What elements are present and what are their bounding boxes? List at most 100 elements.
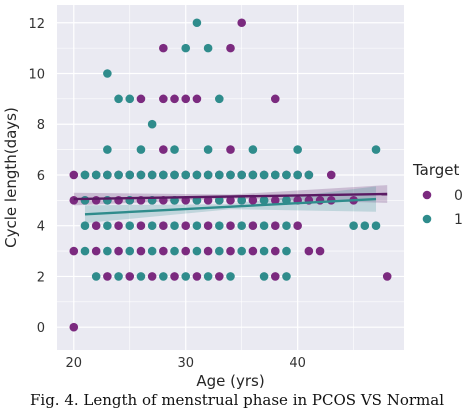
tick-labels: 20 30 40 0 2 4 6 8 10 12 [28,17,305,371]
data-point-series-0 [248,221,258,230]
data-point-series-1 [215,196,224,205]
data-point-series-1 [125,94,135,104]
data-point-series-0 [125,272,135,281]
legend-label-0: 0 [454,188,463,204]
regression-line-series-1 [84,197,377,216]
data-point-series-1 [237,221,246,230]
x-tick-label: 30 [177,356,194,371]
data-point-series-0 [69,246,79,256]
data-point-series-0 [114,221,123,230]
data-point-series-1 [259,196,269,205]
data-point-series-0 [226,221,235,230]
data-point-series-0 [270,272,280,281]
data-point-series-0 [315,246,325,256]
data-point-series-1 [203,145,213,154]
y-axis-label: Cycle length(days) [2,107,20,248]
data-point-series-0 [270,94,280,104]
data-point-series-1 [282,272,291,281]
data-point-series-1 [80,170,90,180]
data-point-series-0 [203,196,213,205]
data-point-series-0 [181,221,191,230]
data-point-series-1 [304,170,314,180]
y-tick-label: 6 [37,169,45,184]
data-point-series-1 [147,221,157,230]
data-point-series-1 [170,170,179,180]
data-point-series-1 [125,170,135,180]
data-point-series-1 [248,145,258,154]
data-point-series-1 [181,272,191,281]
data-point-series-0 [91,196,101,205]
data-point-series-0 [304,246,314,256]
legend-label-1: 1 [454,212,463,228]
data-point-series-0 [136,246,146,256]
data-point-series-0 [293,221,302,230]
data-point-series-0 [270,221,280,230]
data-point-series-1 [147,170,157,180]
data-point-series-0 [103,272,112,281]
data-point-series-0 [203,221,213,230]
data-point-series-0 [181,246,191,256]
data-point-series-1 [103,246,112,256]
data-point-series-1 [147,246,157,256]
data-point-series-1 [226,170,235,180]
data-point-series-0 [203,246,213,256]
data-point-series-0 [192,94,202,104]
data-point-series-1 [282,246,291,256]
data-points [69,18,392,332]
data-point-series-0 [226,196,235,205]
data-point-series-1 [259,221,269,230]
data-point-series-1 [125,246,135,256]
y-tick-label: 0 [37,321,45,336]
data-point-series-1 [170,221,179,230]
data-point-series-1 [192,221,202,230]
figure-caption: Fig. 4. Length of menstrual phase in PCO… [29,391,444,409]
y-tick-label: 8 [37,118,45,133]
data-point-series-1 [114,94,123,104]
data-point-series-1 [203,170,213,180]
data-point-series-0 [326,170,336,180]
data-point-series-1 [259,272,269,281]
data-point-series-0 [248,196,258,205]
data-point-series-1 [103,170,112,180]
x-axis-label: Age (yrs) [196,372,264,390]
data-point-series-1 [114,272,123,281]
data-point-series-1 [203,43,213,53]
regression-lines [73,192,388,216]
data-point-series-1 [192,170,202,180]
data-point-series-1 [159,272,168,281]
data-point-series-1 [282,221,291,230]
data-point-series-1 [371,145,381,154]
data-point-series-1 [103,145,112,154]
data-point-series-0 [159,145,168,154]
data-point-series-0 [226,246,235,256]
data-point-series-0 [69,196,79,205]
data-point-series-1 [170,145,179,154]
regression-line-series-0 [73,192,388,201]
data-point-series-1 [215,170,224,180]
legend-marker-0 [422,190,432,200]
data-point-series-1 [349,221,358,230]
data-point-series-1 [103,69,112,78]
data-point-series-0 [170,94,179,104]
data-point-series-0 [270,246,280,256]
data-point-series-1 [203,272,213,281]
data-point-series-0 [136,94,146,104]
legend-items: 01 [422,188,463,228]
data-point-series-1 [237,196,246,205]
data-point-series-0 [237,18,246,28]
y-tick-label: 4 [37,220,45,235]
data-point-series-1 [215,221,224,230]
data-point-series-1 [114,170,123,180]
data-point-series-1 [136,272,146,281]
data-point-series-1 [248,170,258,180]
x-tick-label: 20 [66,356,83,371]
y-tick-label: 2 [37,270,45,285]
data-point-series-0 [226,43,235,53]
data-point-series-0 [91,246,101,256]
data-point-series-1 [270,170,280,180]
legend-title: Target [412,161,460,179]
data-point-series-1 [226,272,235,281]
data-point-series-0 [226,145,235,154]
data-point-series-1 [215,246,224,256]
